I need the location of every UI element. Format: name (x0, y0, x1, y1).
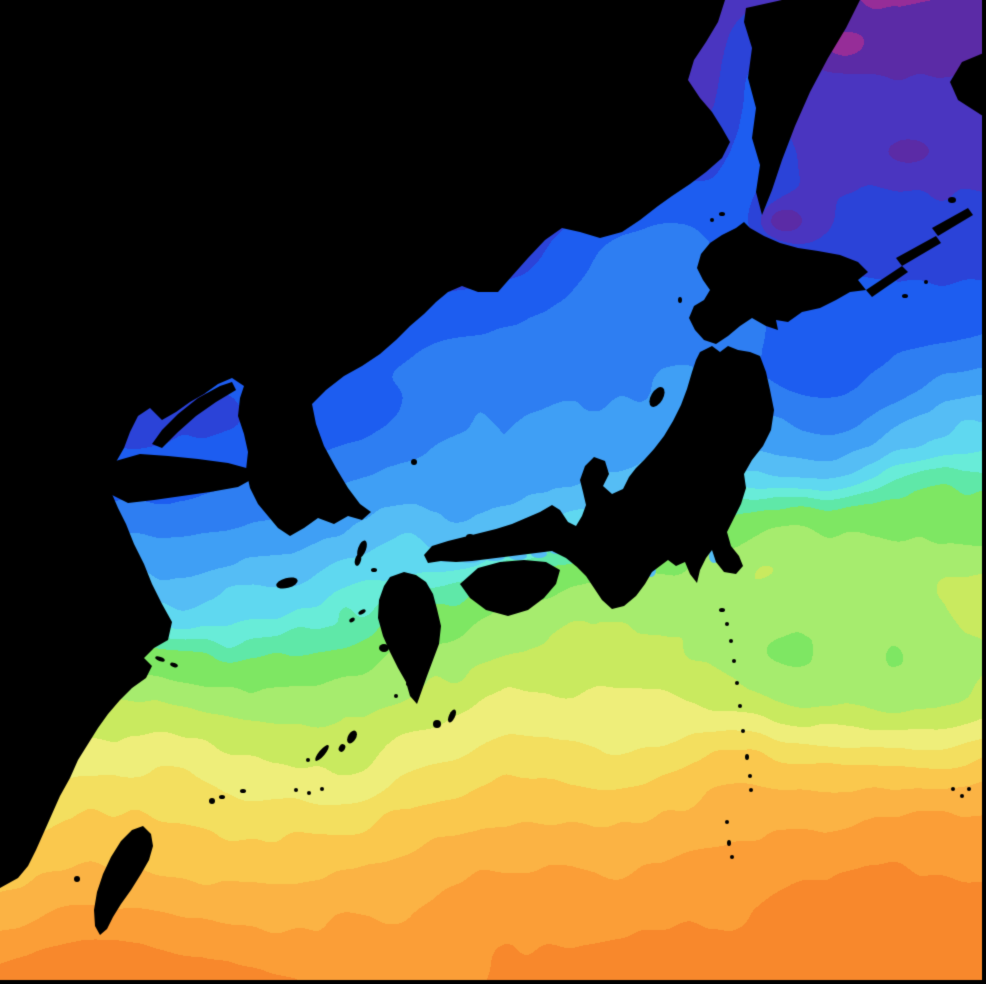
sst-map-root (0, 0, 986, 984)
sst-map-canvas (0, 0, 986, 984)
